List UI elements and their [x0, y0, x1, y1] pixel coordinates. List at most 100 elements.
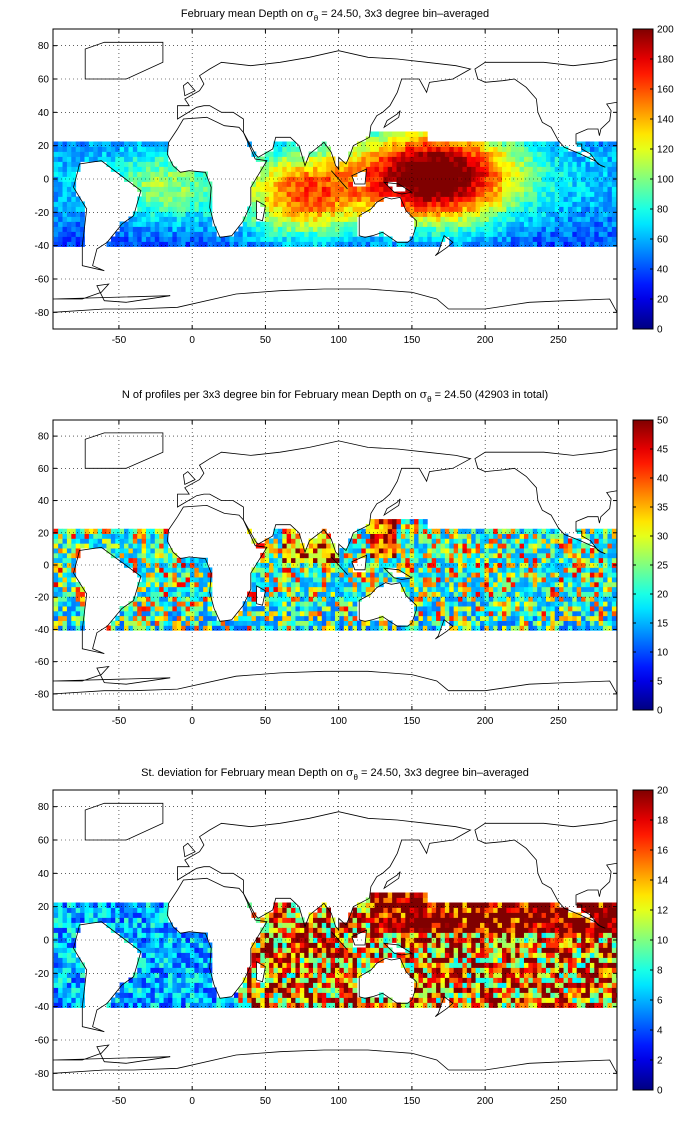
bin-cell	[124, 231, 129, 237]
bin-cell	[607, 211, 613, 217]
bin-cell	[75, 533, 81, 539]
bin-cell	[598, 601, 604, 607]
bin-cell	[260, 221, 266, 227]
bin-cell	[418, 206, 424, 212]
bin-cell	[58, 176, 63, 182]
bin-cell	[146, 211, 151, 217]
bin-cell	[115, 141, 121, 147]
bin-cell	[594, 581, 600, 588]
bin-cell	[453, 176, 459, 182]
bin-cell	[264, 586, 270, 592]
bin-cell	[304, 577, 310, 583]
bin-cell	[480, 562, 485, 568]
bin-cell	[198, 957, 204, 963]
bin-cell	[603, 625, 608, 631]
bin-cell	[449, 196, 455, 202]
bin-cell	[313, 181, 318, 187]
bin-cell	[414, 166, 419, 172]
bin-cell	[80, 962, 85, 968]
bin-cell	[150, 586, 156, 592]
bin-cell	[172, 586, 178, 592]
bin-cell	[198, 231, 204, 237]
bin-cell	[515, 615, 520, 621]
bin-cell	[163, 196, 169, 202]
bin-cell	[150, 538, 156, 544]
bin-cell	[53, 912, 59, 918]
bin-cell	[431, 552, 437, 559]
bin-cell	[462, 615, 468, 621]
bin-cell	[550, 577, 556, 583]
bin-cell	[480, 226, 485, 232]
bin-cell	[66, 952, 72, 958]
bin-cell	[506, 226, 512, 232]
bin-cell	[449, 567, 455, 573]
bin-cell	[515, 572, 520, 578]
colorbar-tick-label: 25	[657, 561, 669, 572]
bin-cell	[62, 543, 68, 549]
bin-cell	[251, 625, 257, 631]
bin-cell	[304, 606, 310, 612]
bin-cell	[119, 146, 125, 152]
bin-cell	[480, 620, 485, 626]
bin-cell	[409, 151, 415, 157]
bin-cell	[282, 601, 288, 607]
coastline	[382, 181, 414, 195]
bin-cell	[141, 625, 147, 631]
bin-cell	[163, 972, 169, 978]
bin-cell	[203, 196, 208, 202]
bin-cell	[515, 586, 520, 592]
bin-cell	[313, 581, 318, 588]
bin-cell	[181, 620, 186, 626]
bin-cell	[550, 146, 556, 152]
bin-cell	[330, 216, 336, 222]
bin-cell	[251, 586, 257, 592]
bin-cell	[471, 166, 477, 172]
bin-cell	[383, 171, 389, 177]
coastline	[358, 196, 417, 243]
bin-cell	[247, 211, 252, 217]
bin-cell	[418, 528, 424, 534]
colorbar-tick-label: 40	[657, 474, 669, 485]
bin-cell	[141, 937, 147, 943]
bin-cell	[440, 226, 446, 232]
bin-cell	[563, 196, 569, 202]
bin-cell	[409, 552, 415, 559]
bin-cell	[198, 206, 204, 212]
bin-cell	[269, 226, 274, 232]
bin-cell	[119, 236, 125, 242]
bin-cell	[295, 201, 301, 207]
bin-cell	[598, 615, 604, 621]
bin-cell	[453, 206, 459, 212]
bin-cell	[62, 977, 68, 983]
bin-cell	[185, 181, 191, 187]
bin-cell	[370, 519, 375, 525]
bin-cell	[304, 241, 310, 247]
bin-cell	[537, 176, 542, 182]
bin-cell	[176, 620, 182, 626]
bin-cell	[550, 548, 556, 554]
bin-cell	[356, 552, 362, 559]
bin-cell	[84, 151, 90, 157]
bin-cell	[581, 577, 586, 583]
chart-title: February mean Depth on σθ = 24.50, 3x3 d…	[181, 7, 489, 23]
bin-cell	[172, 992, 178, 998]
bin-cell	[110, 241, 116, 247]
bin-cell	[484, 241, 490, 247]
bin-cell	[356, 206, 362, 212]
bin-cell	[313, 221, 318, 227]
bin-cell	[128, 902, 134, 908]
bin-cell	[431, 196, 437, 202]
bin-cell	[444, 606, 450, 612]
bin-cell	[611, 211, 617, 217]
bin-cell	[128, 176, 134, 182]
bin-cell	[567, 562, 573, 568]
bin-cell	[550, 586, 556, 592]
bin-cell	[330, 610, 336, 617]
bin-cell	[115, 997, 121, 1003]
bin-cell	[484, 591, 490, 597]
bin-cell	[453, 156, 459, 162]
bin-cell	[137, 591, 143, 597]
bin-cell	[405, 196, 411, 202]
bin-cell	[466, 533, 472, 539]
bin-cell	[168, 942, 173, 948]
